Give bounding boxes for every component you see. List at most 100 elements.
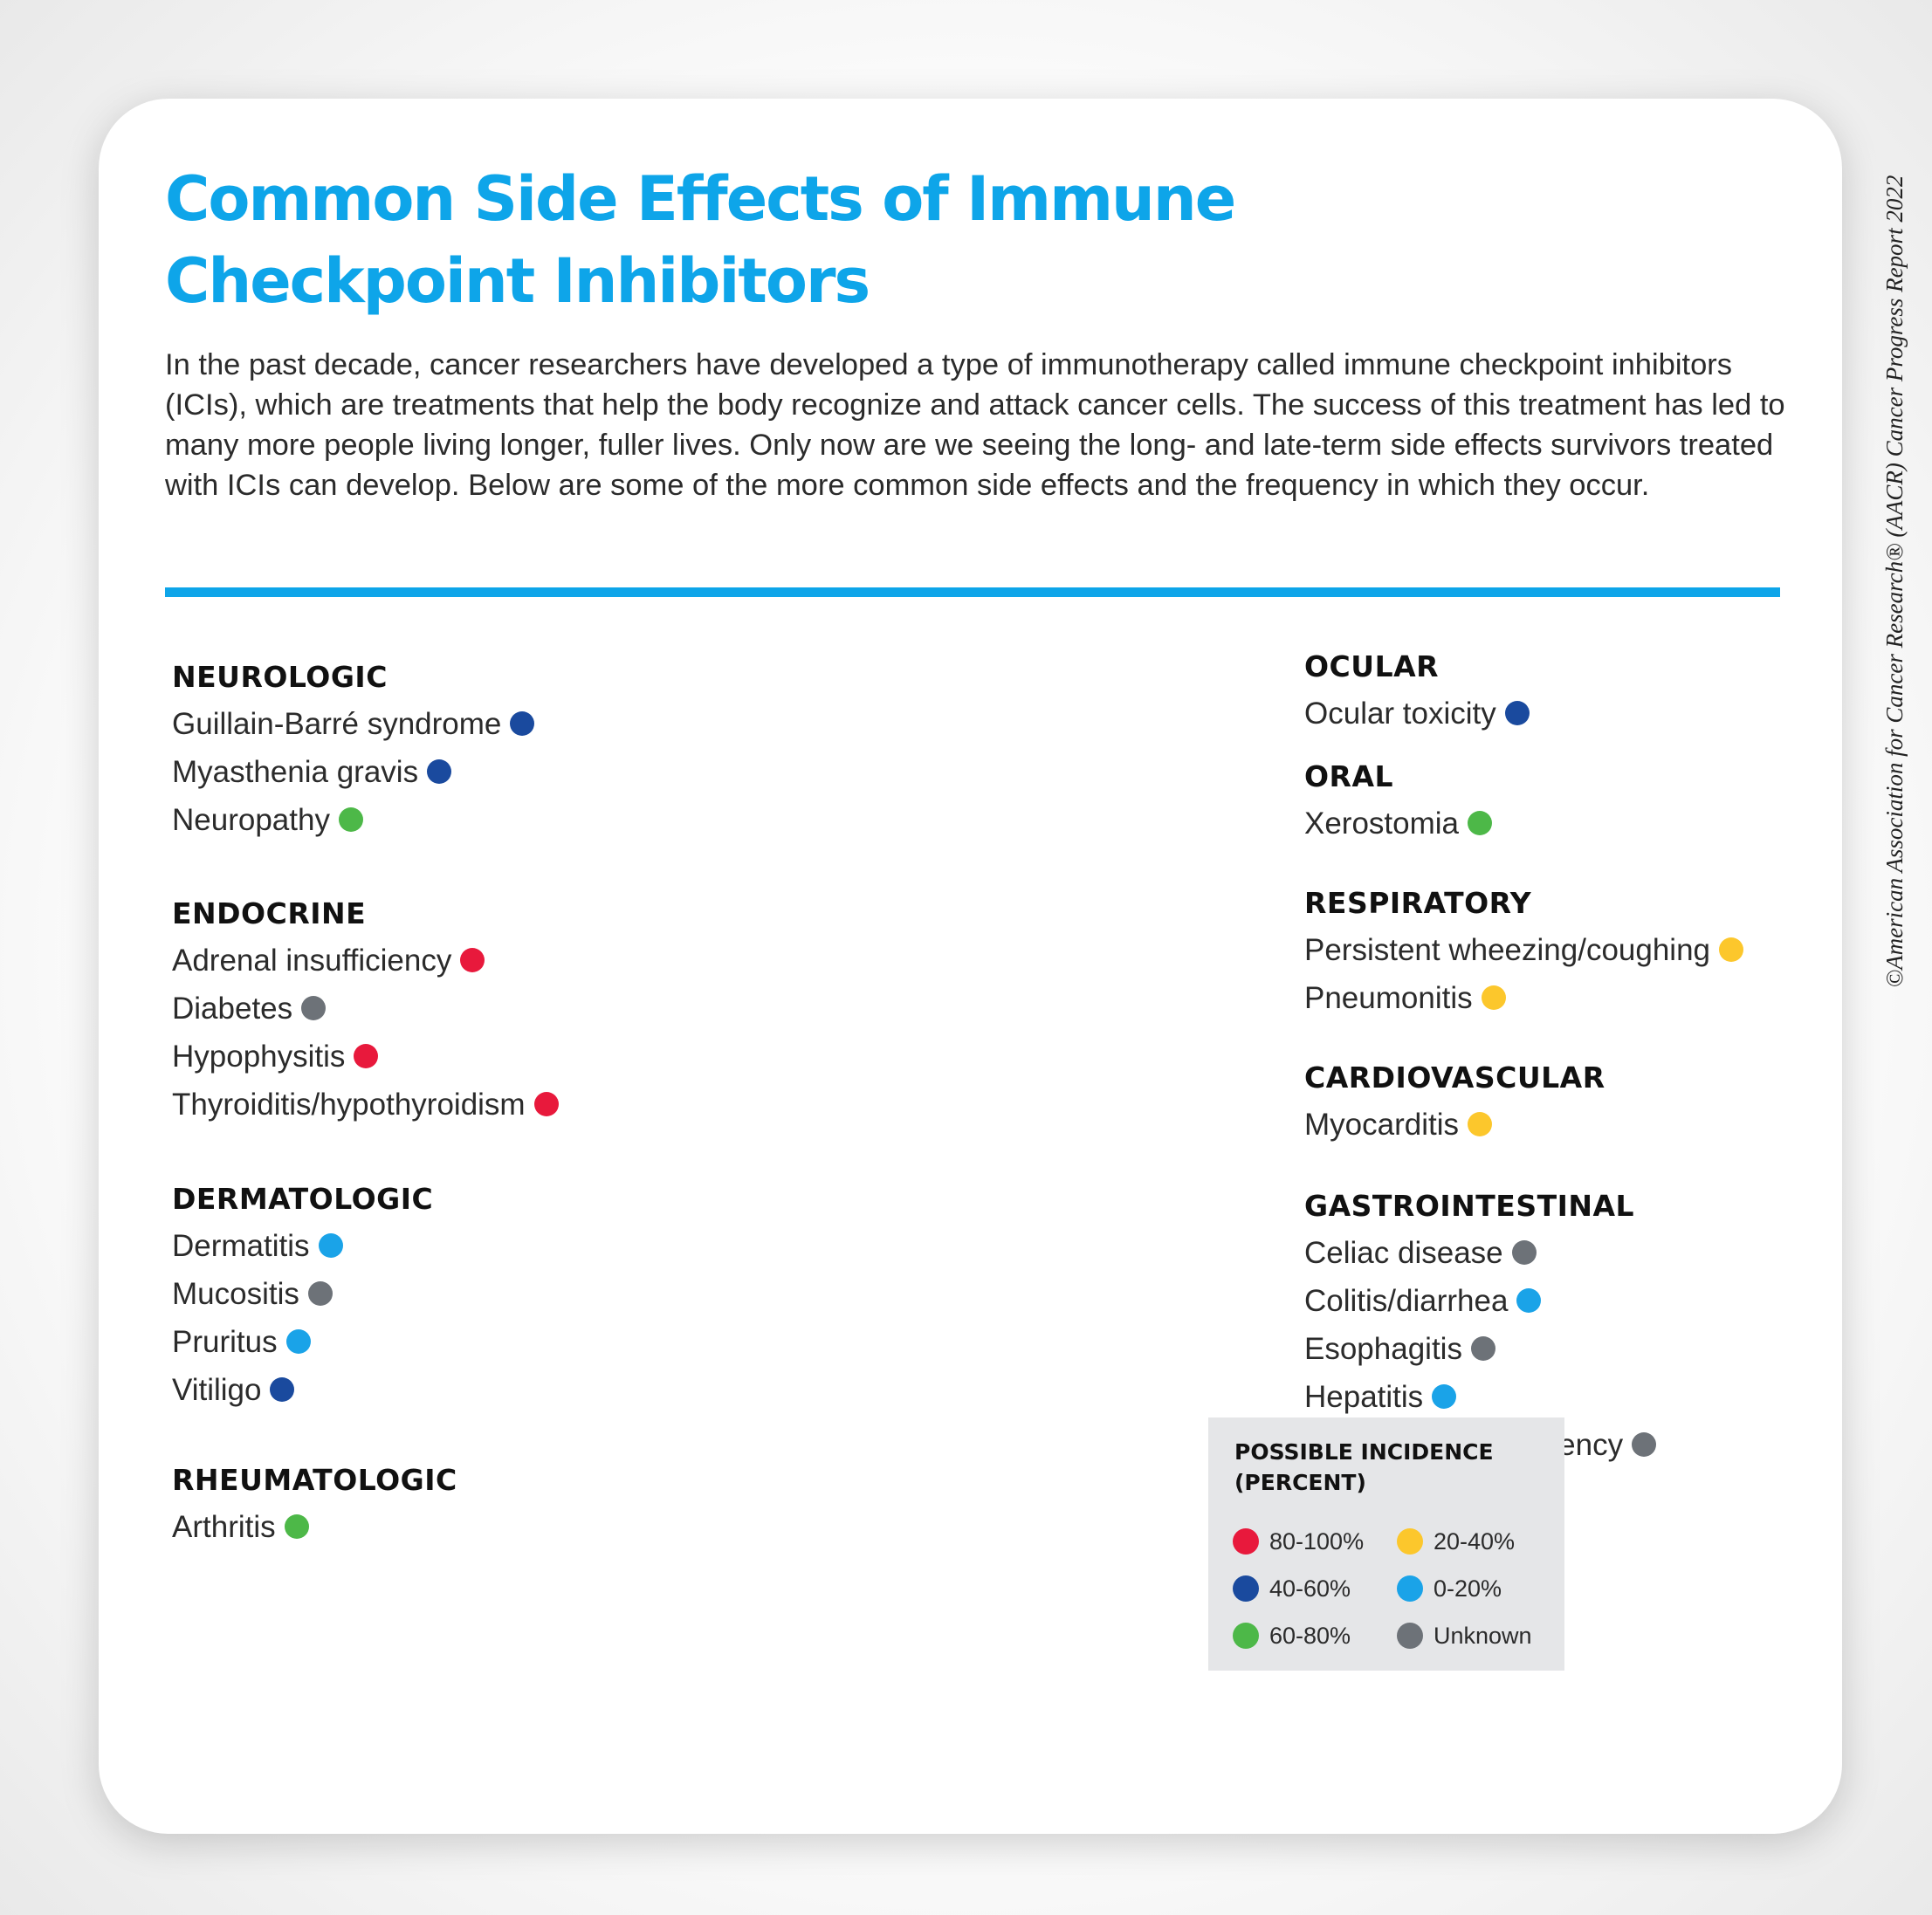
side-effect-list: Myocarditis bbox=[1304, 1108, 1846, 1143]
group-title: ENDOCRINE bbox=[172, 896, 367, 930]
incidence-dot bbox=[1632, 1432, 1657, 1457]
incidence-dot bbox=[427, 759, 452, 784]
side-effect-item: Myasthenia gravis bbox=[172, 755, 713, 790]
legend-label: Unknown bbox=[1434, 1623, 1532, 1649]
legend-title: POSSIBLE INCIDENCE (PERCENT) bbox=[1234, 1439, 1494, 1495]
side-effect-item: Guillain-Barré syndrome bbox=[172, 707, 713, 742]
side-effect-label: Celiac disease bbox=[1304, 1236, 1503, 1270]
side-effect-label: Mucositis bbox=[172, 1277, 299, 1311]
divider-rule bbox=[165, 587, 1780, 597]
legend-label: 20-40% bbox=[1434, 1528, 1516, 1555]
incidence-dot bbox=[1397, 1528, 1423, 1555]
legend-entry: 80-100% bbox=[1233, 1527, 1364, 1555]
side-effect-item: Mucositis bbox=[172, 1277, 713, 1312]
incidence-dot bbox=[1516, 1288, 1542, 1313]
legend-entry: 40-60% bbox=[1233, 1575, 1351, 1603]
incidence-dot bbox=[1504, 701, 1530, 725]
side-effect-label: Guillain-Barré syndrome bbox=[172, 707, 502, 741]
side-effect-item: Thyroiditis/hypothyroidism bbox=[172, 1088, 713, 1122]
page-title: Common Side Effects of Immune Checkpoint… bbox=[165, 163, 1236, 317]
group-cardiovascular: CARDIOVASCULAR Myocarditis bbox=[1304, 1060, 1846, 1156]
side-effect-item: Vitiligo bbox=[172, 1373, 713, 1408]
side-effect-item: Pneumonitis bbox=[1304, 981, 1846, 1016]
legend-label: 40-60% bbox=[1269, 1575, 1351, 1602]
incidence-dot bbox=[1397, 1575, 1423, 1602]
side-effect-item: Dermatitis bbox=[172, 1229, 713, 1264]
group-title: GASTROINTESTINAL bbox=[1304, 1189, 1635, 1223]
group-title: OCULAR bbox=[1304, 649, 1440, 683]
side-effect-item: Hypophysitis bbox=[172, 1040, 713, 1074]
side-effect-list: Dermatitis Mucositis Pruritus Vitiligo bbox=[172, 1229, 713, 1408]
incidence-dot bbox=[1467, 1112, 1492, 1136]
legend-entry: 20-40% bbox=[1397, 1527, 1515, 1555]
side-effect-list: Persistent wheezing/coughing Pneumonitis bbox=[1304, 933, 1846, 1016]
side-effect-item: Myocarditis bbox=[1304, 1108, 1846, 1143]
side-effect-label: Pruritus bbox=[172, 1325, 278, 1359]
side-effect-label: Neuropathy bbox=[172, 803, 330, 837]
side-effect-item: Ocular toxicity bbox=[1304, 697, 1846, 731]
side-effect-list: Xerostomia bbox=[1304, 806, 1846, 841]
legend-label: 80-100% bbox=[1269, 1528, 1365, 1555]
legend-label: 60-80% bbox=[1269, 1623, 1351, 1649]
side-effect-label: Pneumonitis bbox=[1304, 981, 1473, 1015]
group-rheumatologic: RHEUMATOLOGIC Arthritis bbox=[172, 1463, 713, 1558]
incidence-dot bbox=[460, 948, 485, 972]
side-effect-label: Xerostomia bbox=[1304, 806, 1460, 841]
incidence-dot bbox=[285, 1329, 311, 1354]
legend-entry: 0-20% bbox=[1397, 1575, 1502, 1603]
side-effect-label: Dermatitis bbox=[172, 1229, 310, 1263]
group-title: NEUROLOGIC bbox=[172, 660, 388, 694]
side-effect-list: Arthritis bbox=[172, 1510, 713, 1545]
group-dermatologic: DERMATOLOGIC Dermatitis Mucositis Pruritus… bbox=[172, 1182, 713, 1421]
side-effect-label: Arthritis bbox=[172, 1510, 276, 1544]
group-ocular: OCULAR Ocular toxicity bbox=[1304, 649, 1846, 745]
group-respiratory: RESPIRATORY Persistent wheezing/coughing… bbox=[1304, 886, 1846, 1029]
side-effect-item: Celiac disease bbox=[1304, 1236, 1846, 1271]
group-oral: ORAL Xerostomia bbox=[1304, 759, 1846, 855]
copyright-notice: ©American Association for Cancer Researc… bbox=[1881, 175, 1908, 988]
incidence-dot bbox=[1432, 1384, 1457, 1409]
incidence-dot bbox=[1233, 1575, 1259, 1602]
side-effect-label: Thyroiditis/hypothyroidism bbox=[172, 1088, 526, 1122]
group-title: ORAL bbox=[1304, 759, 1394, 793]
group-endocrine: ENDOCRINE Adrenal insufficiency Diabetes H… bbox=[172, 896, 713, 1136]
side-effect-item: Hepatitis bbox=[1304, 1380, 1846, 1415]
legend-label: 0-20% bbox=[1434, 1575, 1502, 1602]
side-effect-label: Diabetes bbox=[172, 992, 293, 1026]
side-effect-item: Colitis/diarrhea bbox=[1304, 1284, 1846, 1319]
side-effect-label: Esophagitis bbox=[1304, 1332, 1462, 1366]
side-effect-item: Diabetes bbox=[172, 992, 713, 1026]
side-effect-label: Hepatitis bbox=[1304, 1380, 1424, 1414]
incidence-dot bbox=[270, 1377, 295, 1402]
intro-paragraph: In the past decade, cancer researchers h… bbox=[165, 348, 1785, 502]
incidence-dot bbox=[1468, 811, 1493, 835]
incidence-legend: POSSIBLE INCIDENCE (PERCENT) 80-100% 40-… bbox=[1208, 1417, 1564, 1671]
incidence-dot bbox=[1397, 1623, 1423, 1649]
group-title: RESPIRATORY bbox=[1304, 886, 1532, 920]
incidence-dot bbox=[338, 807, 363, 832]
side-effect-label: Colitis/diarrhea bbox=[1304, 1284, 1509, 1318]
incidence-dot bbox=[1481, 985, 1506, 1010]
side-effect-item: Pruritus bbox=[172, 1325, 713, 1360]
side-effect-item: Persistent wheezing/coughing bbox=[1304, 933, 1846, 968]
incidence-dot bbox=[1233, 1528, 1259, 1555]
incidence-dot bbox=[307, 1281, 333, 1306]
incidence-dot bbox=[318, 1233, 343, 1258]
side-effect-list: Guillain-Barré syndrome Myasthenia gravis… bbox=[172, 707, 713, 838]
side-effect-item: Arthritis bbox=[172, 1510, 713, 1545]
incidence-dot bbox=[1470, 1336, 1495, 1361]
group-title: RHEUMATOLOGIC bbox=[172, 1463, 457, 1497]
incidence-dot bbox=[510, 711, 535, 736]
side-effect-label: Vitiligo bbox=[172, 1373, 262, 1407]
side-effect-item: Xerostomia bbox=[1304, 806, 1846, 841]
side-effect-label: Ocular toxicity bbox=[1304, 697, 1496, 731]
side-effect-label: Persistent wheezing/coughing bbox=[1304, 933, 1711, 967]
side-effect-item: Adrenal insufficiency bbox=[172, 944, 713, 978]
side-effect-label: Hypophysitis bbox=[172, 1040, 346, 1074]
side-effect-label: Adrenal insufficiency bbox=[172, 944, 452, 978]
incidence-dot bbox=[1719, 937, 1744, 962]
side-effect-list: Adrenal insufficiency Diabetes Hypophysiti… bbox=[172, 944, 713, 1122]
incidence-dot bbox=[284, 1514, 309, 1539]
side-effect-label: Myasthenia gravis bbox=[172, 755, 419, 789]
side-effect-item: Esophagitis bbox=[1304, 1332, 1846, 1367]
